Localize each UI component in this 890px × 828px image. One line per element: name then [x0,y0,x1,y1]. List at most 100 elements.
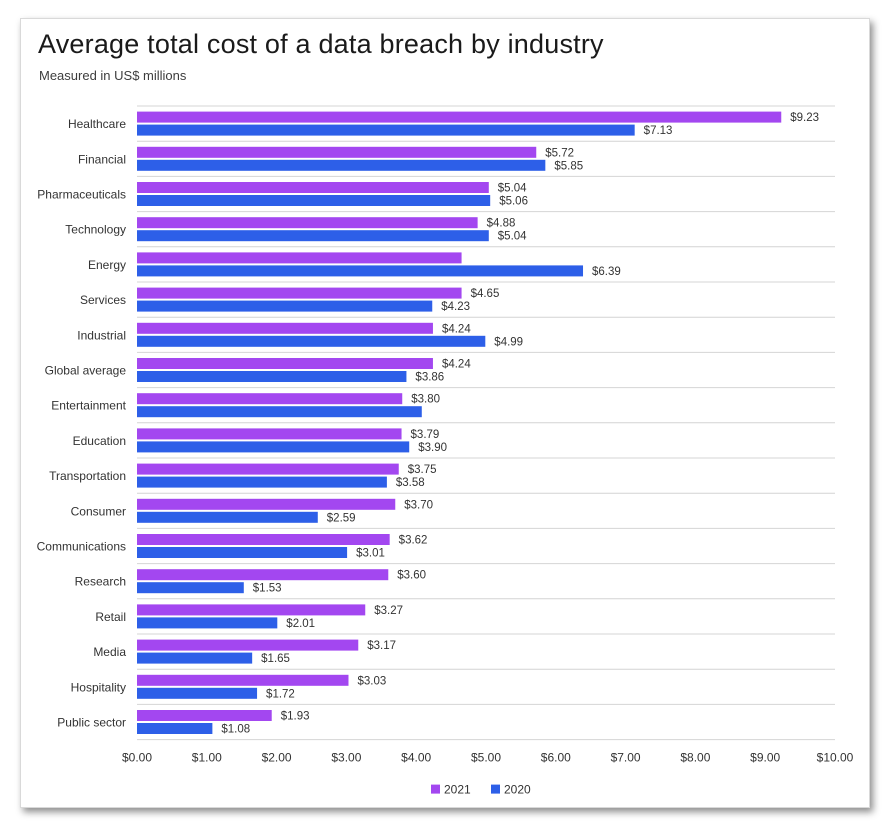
data-label: $2.59 [327,512,356,524]
data-label: $5.06 [499,196,528,208]
category-label: Public sector [57,716,126,730]
category-label: Financial [78,152,126,166]
category-label: Energy [88,258,126,272]
data-label: $4.99 [494,336,523,348]
bar-2020-global-average [137,371,407,382]
legend-label: 2020 [504,783,531,797]
bar-2020-transportation [137,476,387,488]
category-label: Hospitality [71,680,126,694]
data-label: $9.23 [790,112,819,124]
chart-title: Average total cost of a data breach by i… [38,29,604,59]
x-tick-label: $5.00 [471,751,501,765]
bar-2020-industrial [137,335,486,347]
bar-chart: Healthcare $9.23 $7.13 Financial $5.72$5.85 P… [37,105,854,797]
category-label: Transportation [49,469,126,483]
data-label: $4.24 [442,359,471,371]
bar-2021-transportation [137,463,399,475]
category-label: Pharmaceuticals [37,188,126,202]
data-label: $7.13 [644,125,673,137]
x-tick-label: $1.00 [192,751,222,765]
category-label: Research [75,575,126,589]
bar-2020-public-sector [137,723,213,734]
category-label: Industrial [77,328,126,342]
data-label: $5.72 [545,147,574,159]
x-tick-label: $0.00 [122,751,152,765]
data-label: $3.17 [367,640,396,652]
bar-2021-consumer [137,498,396,510]
data-label: $3.58 [396,477,425,489]
bar-2020-research [137,582,244,594]
chart-card: Average total cost of a data breach by i… [20,18,870,808]
data-label: $4.88 [487,218,516,230]
bar-2021-financial [137,146,537,158]
bar-2021-healthcare [137,111,782,123]
bar-2020-media [137,652,253,664]
data-label: $3.90 [418,442,447,454]
data-label: $2.01 [286,618,315,630]
bar-2021-hospitality [137,674,349,686]
bar-2021-services [137,287,462,299]
data-label: $1.65 [261,653,290,665]
x-tick-label: $4.00 [401,751,431,765]
data-label: $3.01 [356,548,385,560]
legend-swatch-2020 [491,784,500,794]
data-label: $1.72 [266,688,295,700]
bar-2020-pharmaceuticals [137,195,491,206]
bar-2021-global-average [137,358,433,369]
category-label: Technology [65,223,126,237]
data-label: $3.03 [357,675,386,687]
chart-subtitle: Measured in US$ millions [39,68,187,83]
x-tick-label: $7.00 [611,751,641,765]
bar-2020-financial [137,159,546,171]
category-label: Communications [37,540,126,554]
data-label: $3.60 [397,570,426,582]
bar-2020-healthcare [137,124,635,136]
x-tick-label: $6.00 [541,751,571,765]
data-label: $1.93 [281,711,310,723]
data-label: $3.70 [404,499,433,511]
data-label: $5.85 [554,160,583,172]
bar-2021-technology [137,217,478,229]
data-label: $3.62 [399,535,428,547]
data-label: $3.86 [415,372,444,384]
bar-2020-services [137,300,433,312]
data-label: $3.80 [411,394,440,406]
bar-2021-public-sector [137,710,272,721]
data-label: $3.79 [411,429,440,441]
bar-2020-consumer [137,511,318,523]
bar-2020-retail [137,617,278,629]
bar-2021-media [137,639,359,651]
data-label: $4.65 [471,288,500,300]
bar-2021-retail [137,604,366,616]
bar-2020-energy [137,265,584,277]
bar-2021-industrial [137,322,433,334]
bar-2020-technology [137,230,489,242]
category-label: Entertainment [51,399,126,413]
legend-swatch-2021 [431,784,440,794]
bar-2020-entertainment [137,406,422,418]
data-label: $3.27 [374,605,403,617]
x-tick-label: $9.00 [750,751,780,765]
data-label: $5.04 [498,231,527,243]
data-label: $4.24 [442,323,471,335]
bar-2021-pharmaceuticals [137,182,489,193]
x-tick-label: $2.00 [262,751,292,765]
bar-2020-hospitality [137,687,258,699]
data-label: $6.39 [592,266,621,278]
category-label: Retail [95,610,126,624]
x-tick-label: $3.00 [331,751,361,765]
data-label: $1.08 [221,724,250,736]
bar-2021-research [137,569,389,581]
category-label: Education [73,434,126,448]
category-label: Media [93,645,126,659]
bar-2020-education [137,441,410,453]
category-label: Services [80,293,126,307]
category-label: Global average [45,364,127,378]
legend-label: 2021 [444,783,471,797]
data-label: $5.04 [498,183,527,195]
category-label: Consumer [71,504,126,518]
bar-2021-energy [137,252,462,264]
x-tick-label: $10.00 [817,751,854,765]
x-tick-label: $8.00 [680,751,710,765]
bar-2021-entertainment [137,393,403,405]
